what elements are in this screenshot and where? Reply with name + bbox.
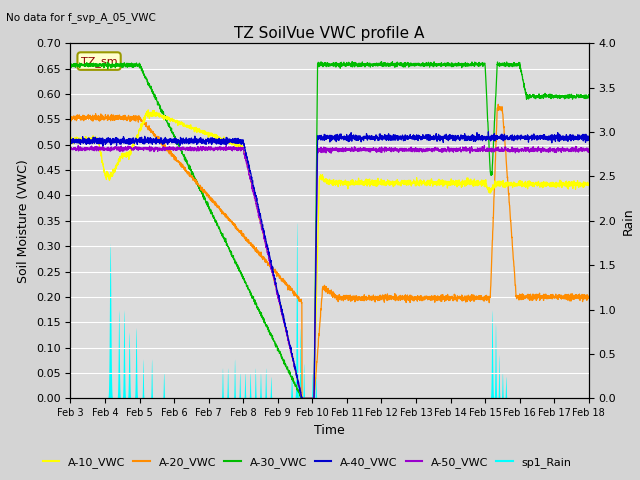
- Y-axis label: Soil Moisture (VWC): Soil Moisture (VWC): [17, 159, 30, 283]
- Text: No data for f_svp_A_05_VWC: No data for f_svp_A_05_VWC: [6, 12, 156, 23]
- Text: TZ_sm: TZ_sm: [81, 56, 117, 67]
- Legend: A-10_VWC, A-20_VWC, A-30_VWC, A-40_VWC, A-50_VWC, sp1_Rain: A-10_VWC, A-20_VWC, A-30_VWC, A-40_VWC, …: [38, 452, 576, 472]
- Y-axis label: Rain: Rain: [622, 207, 635, 235]
- X-axis label: Time: Time: [314, 424, 345, 437]
- Title: TZ SoilVue VWC profile A: TZ SoilVue VWC profile A: [234, 25, 425, 41]
